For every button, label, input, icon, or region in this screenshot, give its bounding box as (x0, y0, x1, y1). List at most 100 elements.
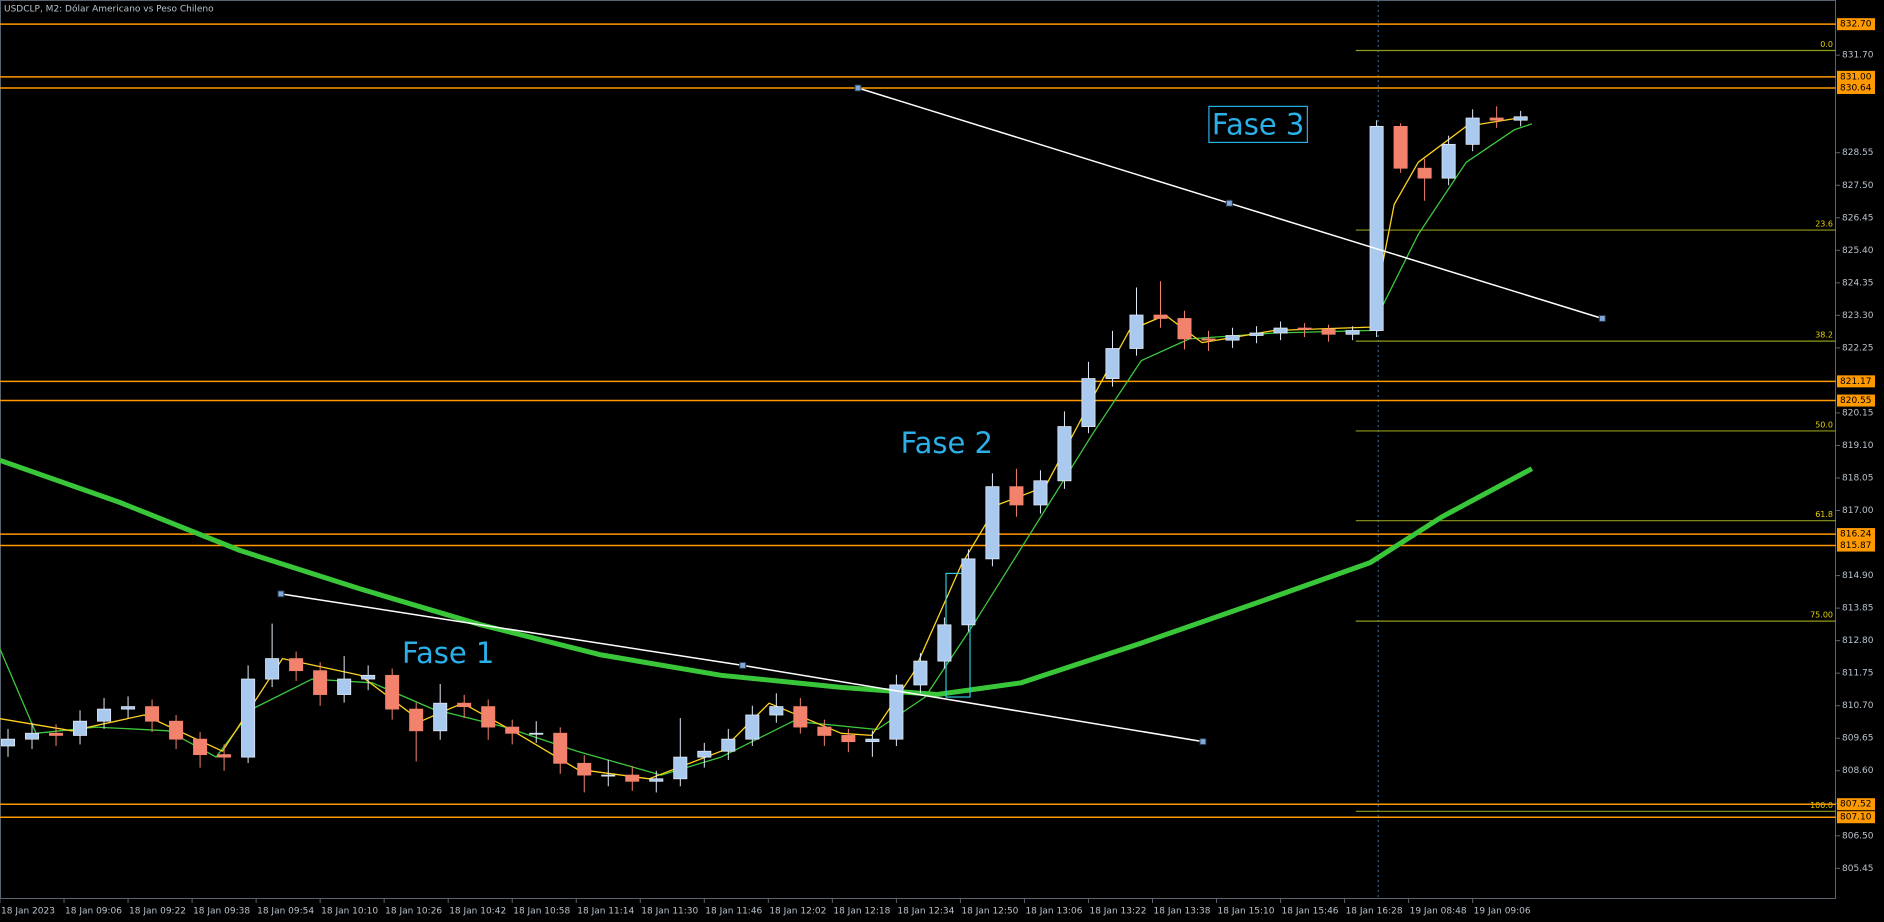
candle-body (1, 738, 16, 747)
price-level-label: 832.70 (1840, 20, 1872, 30)
x-tick-label: 18 Jan 09:22 (129, 907, 186, 917)
candle-body (529, 732, 544, 735)
price-level-label: 816.24 (1840, 530, 1872, 540)
y-tick-label: 814.90 (1842, 571, 1874, 581)
x-tick-label: 18 Jan 13:38 (1154, 907, 1211, 917)
price-level-tag (1837, 539, 1875, 552)
x-tick-label: 19 Jan 09:06 (1474, 907, 1531, 917)
plot-frame (0, 0, 1836, 899)
candle-body (1273, 327, 1288, 334)
y-tick-label: 818.05 (1842, 474, 1874, 484)
candle-body (649, 778, 664, 782)
price-level-label: 815.87 (1840, 541, 1872, 551)
candle-body (601, 774, 616, 777)
x-tick-label: 18 Jan 11:14 (577, 907, 634, 917)
y-tick-label: 813.85 (1842, 604, 1874, 614)
price-level-label: 807.10 (1840, 813, 1872, 823)
fib-label: 0.0 (1820, 40, 1833, 49)
x-tick-label: 19 Jan 08:48 (1410, 907, 1467, 917)
candle-body (1201, 338, 1216, 341)
x-tick-label: 18 Jan 16:28 (1346, 907, 1403, 917)
y-tick-label: 828.55 (1842, 148, 1874, 158)
chart-title: USDCLP, M2: Dólar Americano vs Peso Chil… (4, 4, 214, 15)
annotation: Fase 3 (1212, 107, 1304, 141)
price-level-tag (1837, 798, 1875, 811)
candle-body (841, 735, 856, 743)
candle-body (865, 738, 880, 743)
candle-body (697, 750, 712, 758)
y-tick-label: 820.15 (1842, 408, 1874, 418)
candle-body (673, 756, 688, 780)
candle-body (1009, 486, 1024, 506)
x-tick-label: 18 Jan 09:06 (65, 907, 122, 917)
y-tick-label: 809.65 (1842, 734, 1874, 744)
price-level-tag (1837, 811, 1875, 824)
price-level-label: 820.55 (1840, 396, 1872, 406)
annotation: Fase 2 (901, 426, 993, 460)
y-tick-label: 823.30 (1842, 311, 1874, 321)
trendline-handle (1199, 738, 1207, 746)
candle-body (1393, 125, 1408, 169)
y-tick-label: 827.50 (1842, 181, 1874, 191)
y-tick-label: 808.60 (1842, 766, 1874, 776)
x-tick-label: 18 Jan 12:18 (833, 907, 890, 917)
candle-body (457, 702, 472, 708)
price-level-label: 807.52 (1840, 800, 1872, 810)
candle-body (73, 720, 88, 736)
candle-body (337, 678, 352, 695)
candle-body (1033, 480, 1048, 506)
moving-average (0, 123, 1533, 776)
candle-body (1345, 330, 1360, 335)
candle-body (985, 486, 1000, 560)
x-tick-label: 18 Jan 09:38 (193, 907, 250, 917)
price-level-tag (1837, 81, 1875, 94)
x-tick-label: 18 Jan 13:06 (1025, 907, 1082, 917)
candle-body (1105, 348, 1120, 379)
candle-body (217, 754, 232, 758)
price-level-tag (1837, 394, 1875, 407)
x-tick-label: 18 Jan 15:46 (1282, 907, 1339, 917)
candle-body (1129, 314, 1144, 349)
candle-body (793, 706, 808, 728)
candle-body (721, 738, 736, 752)
y-tick-label: 819.10 (1842, 441, 1874, 451)
candle-body (1225, 335, 1240, 341)
trendline-handle (1598, 314, 1606, 322)
y-tick-label: 824.35 (1842, 278, 1874, 288)
candle-body (577, 762, 592, 776)
fib-label: 23.6 (1815, 220, 1833, 229)
candle-body (97, 708, 112, 722)
candle-body (961, 558, 976, 626)
candle-body (1489, 117, 1504, 121)
candle-body (1081, 378, 1096, 427)
candle-body (169, 720, 184, 740)
candle-body (121, 706, 136, 710)
candle-body (361, 674, 376, 680)
candle-body (1441, 143, 1456, 179)
x-tick-label: 18 Jan 10:10 (321, 907, 378, 917)
price-level-tag (1837, 18, 1875, 31)
trendline-handle (739, 661, 747, 669)
candle-body (505, 726, 520, 734)
x-tick-label: 18 Jan 12:34 (897, 907, 954, 917)
x-tick-label: 18 Jan 09:54 (257, 907, 314, 917)
candle-body (913, 660, 928, 686)
candle-body (265, 658, 280, 680)
candle-body (1417, 167, 1432, 179)
candle-body (145, 706, 160, 722)
fib-label: 100.0 (1810, 801, 1833, 810)
candle-body (1057, 426, 1072, 482)
candle-body (553, 732, 568, 764)
y-tick-label: 812.80 (1842, 636, 1874, 646)
y-tick-label: 810.70 (1842, 701, 1874, 711)
y-tick-label: 806.50 (1842, 831, 1874, 841)
candle-body (25, 732, 40, 740)
price-level-tag (1837, 375, 1875, 388)
candle-body (313, 670, 328, 695)
trendline-handle (277, 590, 285, 598)
price-level-label: 830.64 (1840, 83, 1872, 93)
candle-body (817, 726, 832, 736)
x-tick-label: 18 Jan 10:26 (385, 907, 442, 917)
y-tick-label: 825.40 (1842, 246, 1874, 256)
price-level-tag (1837, 70, 1875, 83)
